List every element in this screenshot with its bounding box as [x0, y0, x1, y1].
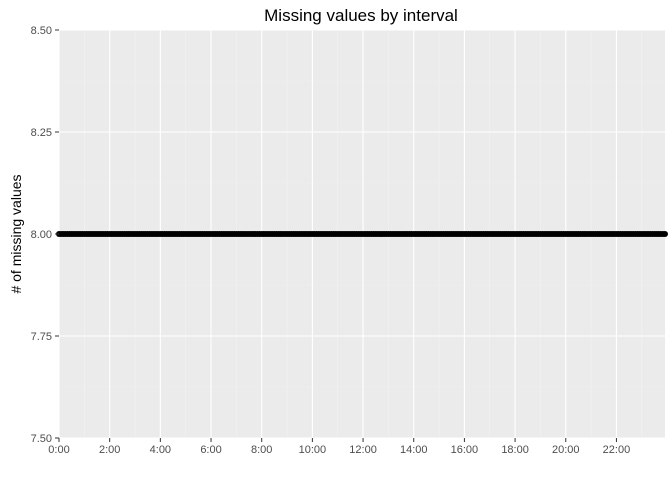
x-tick-label: 6:00 — [200, 444, 221, 456]
y-tick-label: 7.50 — [31, 433, 52, 445]
data-points — [56, 231, 668, 237]
x-tick-label: 12:00 — [349, 444, 377, 456]
y-tick-label: 8.50 — [31, 25, 52, 37]
x-tick-label: 14:00 — [400, 444, 428, 456]
x-tick-label: 22:00 — [603, 444, 631, 456]
y-tick-label: 7.75 — [31, 331, 52, 343]
y-tick-label: 8.25 — [31, 127, 52, 139]
data-point — [662, 231, 668, 237]
x-tick-label: 18:00 — [501, 444, 529, 456]
x-tick-label: 16:00 — [451, 444, 479, 456]
y-axis-title: # of missing values — [8, 174, 24, 293]
y-tick-label: 8.00 — [31, 229, 52, 241]
x-tick-label: 8:00 — [251, 444, 272, 456]
chart-title: Missing values by interval — [264, 6, 458, 25]
x-tick-label: 4:00 — [150, 444, 171, 456]
x-tick-label: 10:00 — [299, 444, 327, 456]
x-tick-label: 2:00 — [99, 444, 120, 456]
y-axis: 7.50 7.75 8.00 8.25 8.50 — [31, 25, 59, 445]
x-tick-label: 20:00 — [552, 444, 580, 456]
x-tick-label: 0:00 — [48, 444, 69, 456]
x-axis: 0:00 2:00 4:00 6:00 8:00 10:00 12:00 14:00 16:00… — [48, 438, 630, 456]
